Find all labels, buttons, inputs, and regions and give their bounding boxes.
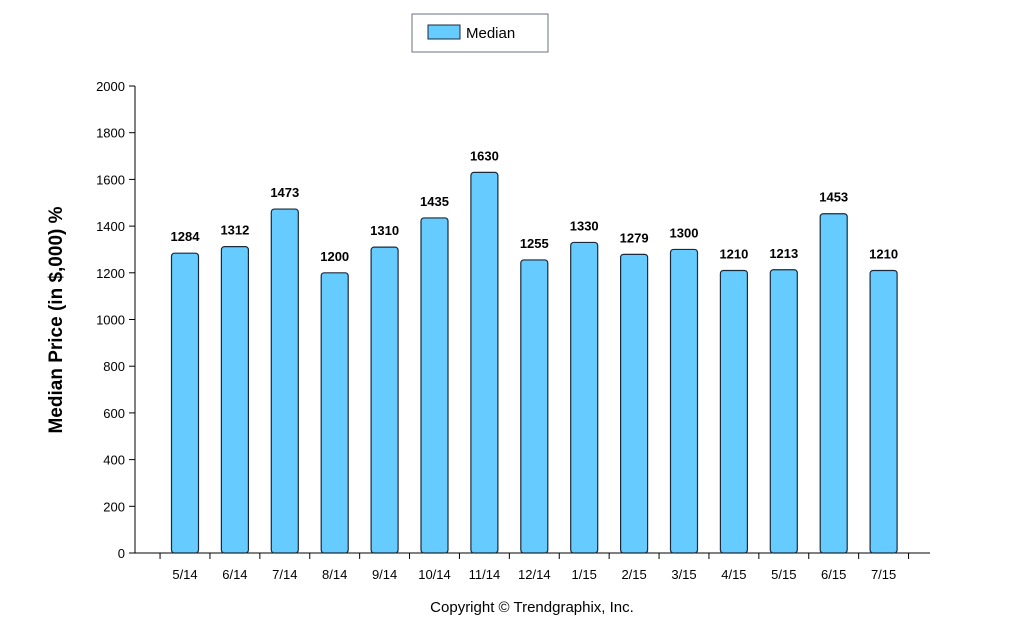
x-tick-label: 6/15 xyxy=(821,567,846,582)
x-tick-label: 12/14 xyxy=(518,567,551,582)
x-tick-label: 4/15 xyxy=(721,567,746,582)
x-tick-label: 1/15 xyxy=(572,567,597,582)
bar xyxy=(420,217,449,554)
y-tick-label: 1600 xyxy=(96,172,125,187)
y-tick-label: 1400 xyxy=(96,219,125,234)
y-tick-label: 800 xyxy=(103,359,125,374)
data-label: 1630 xyxy=(470,148,499,163)
bar xyxy=(570,241,599,554)
copyright-text: Copyright © Trendgraphix, Inc. xyxy=(430,599,634,616)
y-tick-label: 1000 xyxy=(96,313,125,328)
data-label: 1210 xyxy=(719,246,748,261)
x-tick-label: 8/14 xyxy=(322,567,347,582)
y-tick-label: 200 xyxy=(103,499,125,514)
bar xyxy=(220,246,249,554)
y-tick-label: 600 xyxy=(103,406,125,421)
axes: 0 200 400 600 800 1000 1200 1400 1600 1800 2000 5/1… xyxy=(96,79,930,582)
data-label: 1310 xyxy=(370,223,399,238)
data-label: 1330 xyxy=(570,218,599,233)
data-label: 1312 xyxy=(220,223,249,238)
x-tick-label: 10/14 xyxy=(418,567,451,582)
x-tick-label: 9/14 xyxy=(372,567,397,582)
bar xyxy=(819,213,848,554)
data-label: 1210 xyxy=(869,246,898,261)
bar xyxy=(320,272,349,554)
y-tick-label: 1200 xyxy=(96,266,125,281)
bar xyxy=(869,269,898,554)
bar xyxy=(520,259,549,554)
x-tick-label: 11/14 xyxy=(469,567,501,582)
x-tick-label: 5/15 xyxy=(771,567,796,582)
x-tick-label: 3/15 xyxy=(671,567,696,582)
bar xyxy=(769,269,798,554)
legend-label: Median xyxy=(466,25,515,42)
y-tick-label: 1800 xyxy=(96,126,125,141)
x-tick-label: 7/15 xyxy=(871,567,896,582)
data-label: 1200 xyxy=(320,249,349,264)
x-tick-label: 7/14 xyxy=(272,567,297,582)
bar xyxy=(719,269,749,554)
bar xyxy=(619,253,649,554)
data-label: 1435 xyxy=(420,194,449,209)
x-tick-label: 6/14 xyxy=(222,567,247,582)
bar xyxy=(170,252,200,554)
bar xyxy=(669,248,699,554)
y-tick-label: 2000 xyxy=(96,79,125,94)
x-tick-label: 2/15 xyxy=(621,567,646,582)
y-tick-label: 400 xyxy=(103,453,125,468)
legend-swatch xyxy=(427,24,461,40)
data-label: 1279 xyxy=(620,230,649,245)
x-tick-label: 5/14 xyxy=(172,567,197,582)
bar xyxy=(470,171,499,554)
value-labels: 1284 1312 1473 1200 1310 1435 1630 1255 1330 1279… xyxy=(171,148,899,263)
bars xyxy=(170,171,898,554)
y-tick-label: 0 xyxy=(118,546,125,561)
legend: Median xyxy=(411,13,549,53)
data-label: 1255 xyxy=(520,236,549,251)
y-axis-title: Median Price (in $,000) % xyxy=(46,206,67,433)
bar xyxy=(270,208,299,554)
data-label: 1213 xyxy=(769,246,798,261)
data-label: 1453 xyxy=(819,190,848,205)
data-label: 1300 xyxy=(670,225,699,240)
data-label: 1473 xyxy=(270,185,299,200)
data-label: 1284 xyxy=(171,229,201,244)
bar xyxy=(370,246,399,554)
